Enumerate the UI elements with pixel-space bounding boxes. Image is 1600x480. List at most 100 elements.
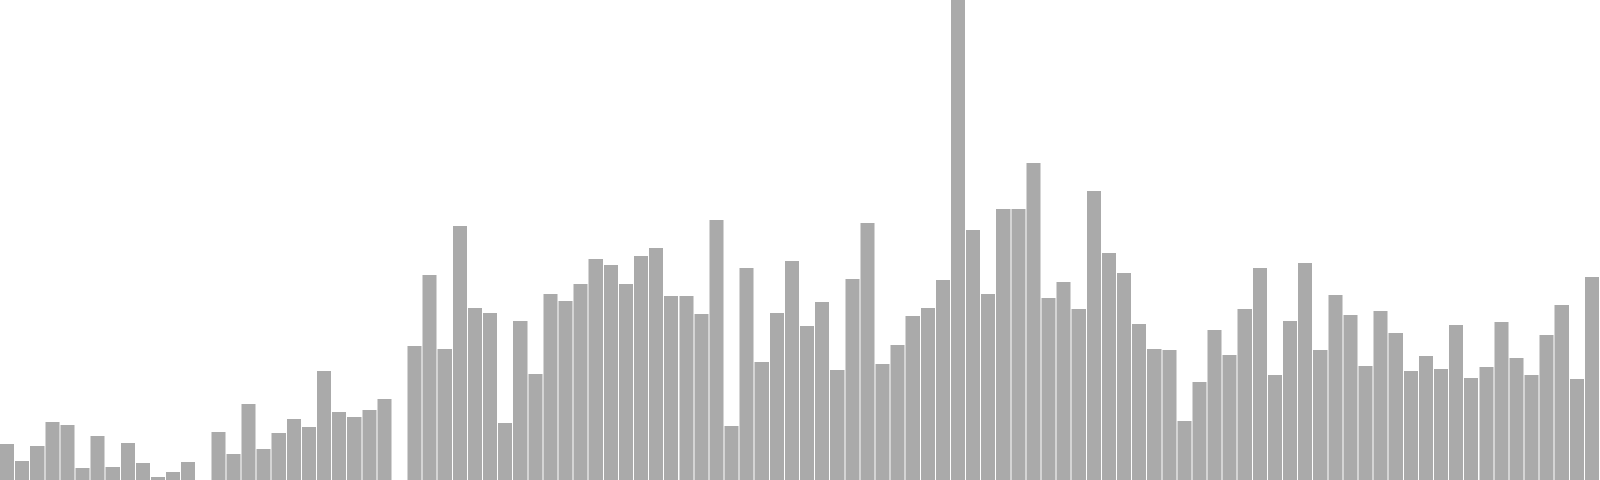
bar-35 [513, 321, 528, 480]
bar-33 [483, 313, 498, 480]
bar-26 [377, 399, 392, 480]
bar-32 [467, 308, 483, 480]
bar-41 [603, 265, 618, 480]
bar-3 [30, 446, 45, 480]
bar-89 [1328, 295, 1343, 480]
bar-52 [769, 313, 784, 480]
bar-101 [1509, 358, 1524, 480]
bar-25 [362, 410, 377, 480]
bar-103 [1539, 335, 1554, 480]
bar-79 [1177, 421, 1192, 480]
bar-87 [1298, 263, 1313, 480]
bar-99 [1479, 367, 1494, 480]
bar-50 [739, 268, 754, 480]
bar-76 [1132, 324, 1147, 480]
bar-6 [75, 468, 90, 480]
bar-88 [1313, 350, 1328, 480]
bar-81 [1207, 330, 1222, 480]
bar-5 [60, 425, 75, 480]
bar-17 [241, 404, 256, 480]
bar-44 [649, 248, 664, 480]
bar-100 [1494, 322, 1509, 480]
bar-97 [1449, 325, 1464, 480]
bar-75 [1116, 273, 1132, 480]
bar-54 [800, 326, 815, 480]
bar-28 [407, 346, 422, 480]
bar-48 [709, 220, 724, 480]
bar-20 [286, 419, 301, 480]
bar-24 [347, 417, 362, 480]
bar-61 [905, 316, 920, 480]
bar-42 [618, 284, 633, 480]
bar-91 [1358, 366, 1373, 480]
bar-45 [664, 296, 679, 480]
bar-53 [784, 261, 799, 480]
bar-30 [437, 349, 452, 480]
bar-18 [256, 449, 271, 480]
bar-49 [724, 426, 739, 480]
bar-11 [150, 477, 166, 480]
bar-19 [271, 433, 286, 480]
bar-10 [135, 463, 150, 480]
bar-77 [1147, 349, 1162, 480]
bar-72 [1071, 309, 1086, 480]
bar-7 [90, 436, 105, 480]
bar-70 [1041, 298, 1056, 480]
bar-86 [1283, 321, 1298, 480]
bar-40 [588, 259, 603, 480]
bar-74 [1101, 253, 1116, 480]
bar-73 [1086, 191, 1101, 480]
bar-80 [1192, 382, 1207, 480]
bar-4 [45, 422, 60, 480]
bar-37 [543, 294, 558, 480]
bar-85 [1267, 375, 1283, 480]
bar-106 [1584, 277, 1599, 480]
bar-38 [558, 301, 573, 480]
bar-57 [845, 279, 860, 480]
bar-16 [226, 454, 241, 480]
bar-21 [301, 427, 316, 480]
bar-104 [1554, 305, 1569, 480]
bar-92 [1373, 311, 1388, 480]
bar-98 [1464, 378, 1479, 480]
bar-102 [1524, 375, 1539, 480]
bar-105 [1569, 379, 1584, 480]
bar-31 [452, 226, 467, 480]
bar-8 [105, 467, 120, 480]
bar-1 [0, 444, 15, 480]
bar-93 [1388, 333, 1403, 480]
bar-62 [920, 308, 935, 480]
bar-46 [679, 296, 694, 480]
bar-2 [15, 461, 30, 480]
bar-64 [950, 0, 966, 480]
bar-58 [860, 223, 875, 480]
bar-29 [422, 275, 437, 480]
bar-90 [1343, 315, 1358, 480]
bar-94 [1403, 371, 1418, 480]
bar-34 [498, 423, 513, 480]
bar-69 [1026, 163, 1041, 480]
bar-96 [1433, 369, 1449, 480]
bar-84 [1252, 268, 1267, 480]
bar-13 [181, 462, 196, 480]
bar-55 [815, 302, 830, 480]
bar-9 [120, 443, 135, 480]
bar-36 [528, 374, 543, 480]
bar-60 [890, 345, 905, 480]
bar-66 [981, 294, 996, 480]
bar-15 [211, 432, 226, 480]
bar-68 [1011, 209, 1026, 480]
bar-67 [996, 209, 1011, 480]
bar-95 [1418, 356, 1433, 480]
bar-65 [966, 230, 981, 480]
bar-12 [166, 472, 181, 480]
bar-56 [830, 370, 845, 480]
bar-82 [1222, 355, 1237, 480]
bar-22 [316, 371, 332, 480]
bar-83 [1237, 309, 1252, 480]
bar-23 [332, 412, 347, 480]
bar-63 [935, 280, 950, 480]
